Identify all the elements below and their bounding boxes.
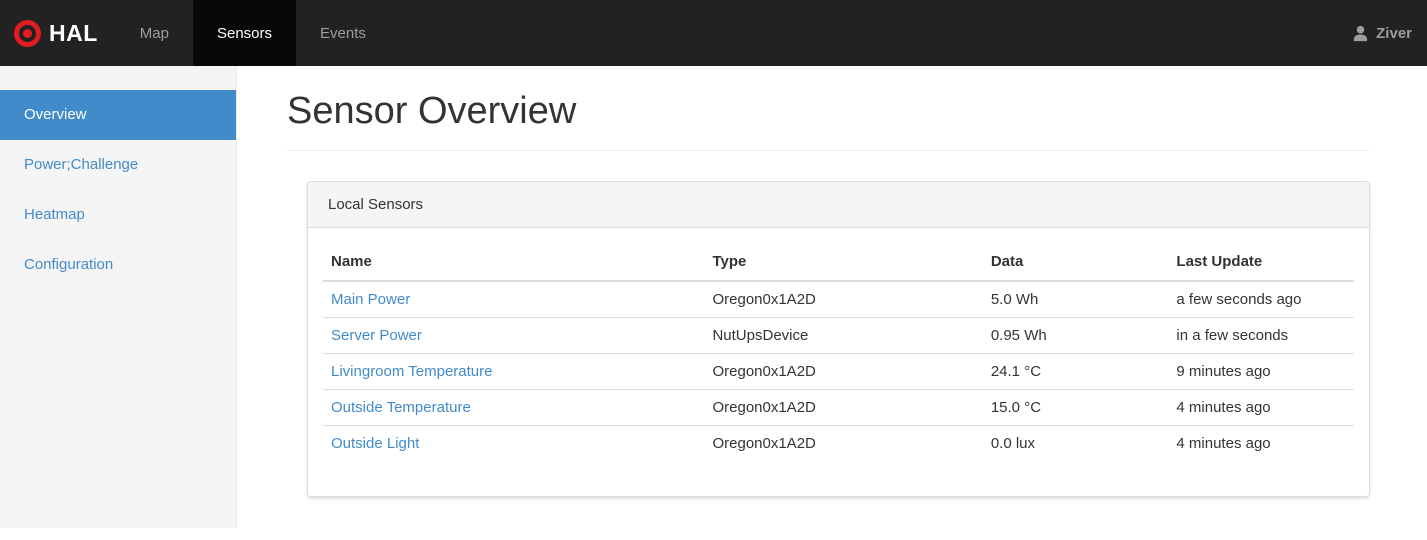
sensor-link-main-power[interactable]: Main Power (331, 290, 411, 308)
sidebar-item-overview[interactable]: Overview (0, 90, 236, 140)
sensor-link-livingroom-temperature[interactable]: Livingroom Temperature (331, 362, 493, 380)
sensor-data: 0.0 lux (982, 424, 1169, 461)
sensor-data: 15.0 °C (982, 388, 1169, 426)
sensor-data: 5.0 Wh (990, 290, 1039, 308)
table-row: Server Power NutUpsDevice 0.95 Wh in a f… (323, 316, 1354, 354)
table-row: Outside Light Oregon0x1A2D 0.0 lux 4 min… (323, 424, 1354, 461)
column-header-name: Name (323, 242, 705, 282)
sensor-data: 24.1 °C (982, 352, 1169, 390)
table-row: Livingroom Temperature Oregon0x1A2D 24.1… (323, 352, 1354, 390)
panel-body: Name Type Data Last Update Main Power Or… (308, 228, 1369, 496)
sensor-type: Oregon0x1A2D (704, 352, 983, 390)
main-nav: Map Sensors Events (116, 0, 390, 66)
sensor-last-update: a few seconds ago (1176, 290, 1302, 308)
table-header-row: Name Type Data Last Update (323, 242, 1354, 282)
sensor-data: 0.95 Wh (982, 316, 1169, 354)
brand[interactable]: HAL (0, 0, 116, 66)
sensor-type: Oregon0x1A2D (712, 290, 816, 308)
page-title: Sensor Overview (287, 90, 1370, 151)
panel-title: Local Sensors (308, 181, 1369, 228)
table-row: Main Power Oregon0x1A2D 5.0 Wh a few sec… (323, 281, 1354, 318)
nav-item-sensors[interactable]: Sensors (192, 0, 296, 66)
column-header-data: Data (982, 242, 1169, 282)
top-navbar: HAL Map Sensors Events Ziver (0, 0, 1427, 66)
sensor-link-outside-light[interactable]: Outside Light (331, 434, 420, 452)
nav-item-events[interactable]: Events (320, 24, 366, 42)
column-header-type: Type (704, 242, 983, 282)
sensor-link-outside-temperature[interactable]: Outside Temperature (331, 398, 471, 416)
brand-title: HAL (49, 19, 98, 46)
bullseye-logo-icon (14, 19, 41, 47)
user-menu[interactable]: Ziver (1351, 0, 1412, 66)
sidebar-item-configuration[interactable]: Configuration (24, 256, 114, 273)
sensor-last-update: 9 minutes ago (1168, 352, 1354, 390)
sensor-table: Name Type Data Last Update Main Power Or… (323, 242, 1354, 461)
local-sensors-panel: Local Sensors Name Type Data Last Update… (307, 180, 1370, 497)
sidebar-item-heatmap[interactable]: Heatmap (24, 206, 85, 223)
sensor-type: Oregon0x1A2D (704, 424, 983, 461)
sidebar-nav: Overview Power;Challenge Heatmap Configu… (0, 90, 236, 290)
user-name: Ziver (1376, 24, 1412, 42)
sensor-last-update: in a few seconds (1168, 316, 1354, 354)
sidebar: Overview Power;Challenge Heatmap Configu… (0, 66, 237, 528)
sensor-last-update: 4 minutes ago (1168, 424, 1354, 461)
sensor-link-server-power[interactable]: Server Power (331, 326, 422, 344)
column-header-last-update: Last Update (1168, 242, 1354, 282)
table-row: Outside Temperature Oregon0x1A2D 15.0 °C… (323, 388, 1354, 426)
sensor-type: Oregon0x1A2D (704, 388, 983, 426)
sensor-type: NutUpsDevice (704, 316, 983, 354)
main-content: Sensor Overview Local Sensors Name Type … (237, 66, 1427, 540)
person-icon (1351, 24, 1370, 43)
nav-item-map[interactable]: Map (139, 24, 169, 42)
sidebar-item-power-challenge[interactable]: Power;Challenge (24, 156, 139, 173)
sensor-last-update: 4 minutes ago (1168, 388, 1354, 426)
